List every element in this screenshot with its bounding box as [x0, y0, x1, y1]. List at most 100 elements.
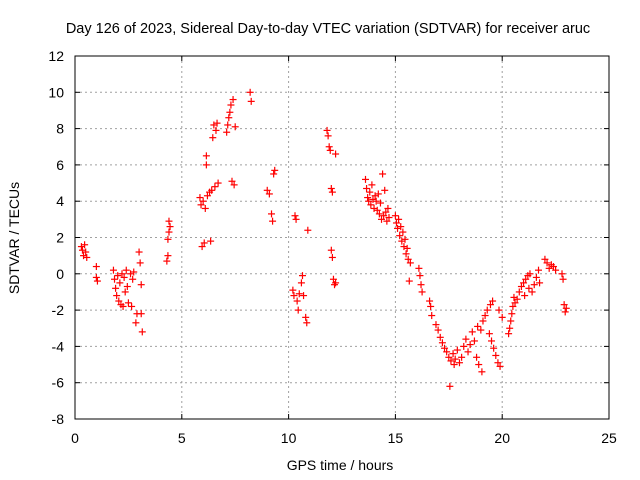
data-point	[455, 359, 463, 367]
data-point	[517, 283, 525, 291]
data-point	[495, 306, 503, 314]
data-point	[77, 243, 85, 251]
data-point	[481, 312, 489, 320]
data-point	[328, 253, 336, 261]
data-point	[226, 108, 234, 116]
x-tick-label: 0	[71, 430, 79, 446]
data-point	[543, 259, 551, 267]
data-point	[368, 181, 376, 189]
data-point	[203, 192, 211, 200]
data-point	[562, 304, 570, 312]
data-point	[361, 175, 369, 183]
data-point	[404, 255, 412, 263]
data-point	[332, 150, 340, 158]
data-point	[474, 322, 482, 330]
data-point	[132, 319, 140, 327]
data-point	[403, 244, 411, 252]
data-points	[77, 88, 570, 390]
data-point	[374, 190, 382, 198]
data-point	[418, 288, 426, 296]
data-point	[294, 306, 302, 314]
data-point	[494, 359, 502, 367]
data-point	[391, 212, 399, 220]
data-point	[111, 275, 119, 283]
data-point	[427, 302, 435, 310]
data-point	[223, 128, 231, 136]
data-point	[207, 237, 215, 245]
data-point	[208, 186, 216, 194]
data-point	[328, 188, 336, 196]
data-point	[489, 297, 497, 305]
data-point	[366, 188, 374, 196]
data-point	[436, 333, 444, 341]
data-point	[447, 357, 455, 365]
y-tick-label: -4	[52, 338, 65, 354]
data-point	[130, 268, 138, 276]
data-point	[559, 275, 567, 283]
x-tick-label: 20	[494, 430, 510, 446]
data-point	[450, 361, 458, 369]
data-point	[506, 324, 514, 332]
data-point	[365, 197, 373, 205]
data-point	[507, 317, 515, 325]
data-point	[230, 181, 238, 189]
data-point	[381, 186, 389, 194]
data-point	[363, 184, 371, 192]
data-point	[224, 121, 232, 129]
data-point	[82, 248, 90, 256]
data-point	[271, 166, 279, 174]
y-axis-label: SDTVAR / TECUs	[6, 182, 22, 294]
data-point	[331, 281, 339, 289]
data-point	[528, 288, 536, 296]
data-point	[561, 308, 569, 316]
y-tick-label: 2	[56, 230, 64, 246]
data-point	[199, 197, 207, 205]
data-point	[138, 328, 146, 336]
data-point	[508, 310, 516, 318]
data-point	[227, 101, 235, 109]
data-point	[445, 353, 453, 361]
data-point	[426, 297, 434, 305]
data-point	[304, 226, 312, 234]
data-point	[200, 239, 208, 247]
data-point	[263, 186, 271, 194]
data-point	[212, 126, 220, 134]
y-tick-label: 8	[56, 121, 64, 137]
data-point	[520, 279, 528, 287]
data-point	[303, 319, 311, 327]
data-point	[416, 272, 424, 280]
data-point	[164, 252, 172, 260]
data-point	[372, 197, 380, 205]
data-point	[535, 266, 543, 274]
data-point	[397, 223, 405, 231]
y-tick-label: 4	[56, 193, 64, 209]
x-tick-label: 5	[178, 430, 186, 446]
data-point	[209, 134, 217, 142]
data-point	[483, 306, 491, 314]
data-point	[269, 217, 277, 225]
data-point	[384, 204, 392, 212]
data-point	[196, 194, 204, 202]
data-point	[449, 350, 457, 358]
data-point	[83, 253, 91, 261]
data-point	[81, 241, 89, 249]
data-point	[399, 228, 407, 236]
data-point	[385, 214, 393, 222]
data-point	[327, 184, 335, 192]
data-point	[121, 288, 129, 296]
data-point	[137, 281, 145, 289]
data-point	[505, 330, 513, 338]
y-tick-label: -8	[52, 411, 65, 427]
data-point	[464, 348, 472, 356]
data-point	[116, 279, 124, 287]
data-point	[293, 297, 301, 305]
data-point	[545, 264, 553, 272]
data-point	[165, 217, 173, 225]
data-point	[295, 290, 303, 298]
data-point	[451, 355, 459, 363]
data-point	[510, 293, 518, 301]
data-point	[392, 219, 400, 227]
data-point	[443, 348, 451, 356]
data-point	[231, 123, 239, 131]
